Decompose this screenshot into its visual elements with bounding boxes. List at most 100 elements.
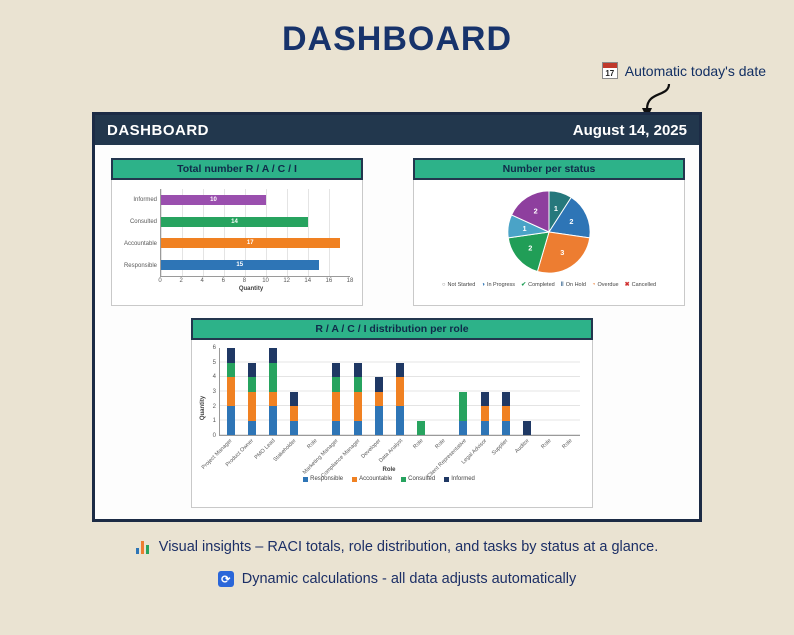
bar-category-label: Responsible <box>123 263 157 269</box>
stack-segment <box>395 377 404 406</box>
stack-column <box>495 348 516 435</box>
bar-plot: 10 14 17 15 <box>160 189 350 277</box>
stack-segment <box>395 406 404 435</box>
bar: 14 <box>161 216 308 227</box>
role-label: Supplier <box>491 438 510 457</box>
bar-row: 10 <box>161 189 350 211</box>
pie-slice-value: 2 <box>528 244 532 253</box>
stack-segment <box>395 362 404 377</box>
bar-value-label: 17 <box>246 240 254 247</box>
stack-segment <box>353 391 362 421</box>
x-tick-label: 6 <box>221 278 225 284</box>
stacked-bar <box>332 348 341 435</box>
role-label: Role <box>561 438 574 451</box>
bar-category-label: Consulted <box>129 219 157 225</box>
stack-segment <box>247 377 256 392</box>
bar-category-label: Accountable <box>123 241 157 247</box>
bar-row: 14 <box>161 211 350 233</box>
status-glyph-icon: ✔ <box>521 282 527 288</box>
x-tick-label: 10 <box>262 278 269 284</box>
bar: 17 <box>161 238 340 249</box>
stacked-bar <box>565 348 573 435</box>
status-glyph-icon: ◔ <box>591 282 596 288</box>
stack-segment <box>268 362 277 392</box>
panel-header: DASHBOARD August 14, 2025 <box>95 115 699 145</box>
y-tick-label: 0 <box>212 433 216 439</box>
role-label-cell: Role <box>410 437 431 467</box>
stack-segment <box>480 391 489 406</box>
footer-note-1: Visual insights – RACI totals, role dist… <box>0 539 794 555</box>
stacked-bar <box>374 348 383 435</box>
legend-swatch <box>444 476 450 482</box>
stacked-bar <box>438 348 446 435</box>
panel-body: Total number R / A / C / I Informed Consu… <box>95 145 699 519</box>
stack-column <box>284 348 305 435</box>
stack-legend: Responsible Accountable Consulted Informed <box>198 476 580 485</box>
pie-slice <box>507 231 550 273</box>
legend-swatch <box>352 476 358 482</box>
stack-column <box>220 348 241 435</box>
stack-segment <box>226 348 235 363</box>
stack-column <box>538 348 559 435</box>
bar-xticks: 0 2 4 6 8 10 12 14 16 18 <box>158 277 353 285</box>
stacked-bar <box>501 348 510 435</box>
stacked-bar <box>480 348 489 435</box>
stack-column <box>411 348 432 435</box>
stack-segment <box>290 406 299 421</box>
role-label-cell: Role <box>538 437 559 467</box>
pie-legend: ○ Not Started ◑ In Progress ✔ Completed ‖ On Ho… <box>442 282 656 288</box>
stack-plot <box>219 348 580 436</box>
bar-row: 17 <box>161 233 350 255</box>
y-tick-label: 3 <box>212 389 216 395</box>
stack-segment <box>522 420 531 435</box>
x-tick-label: 4 <box>200 278 204 284</box>
stack-labels: Project Manager Product Owner PMO Lead Stak… <box>201 437 580 479</box>
pie-legend-label: On Hold <box>565 282 586 288</box>
stacked-bar <box>226 348 235 435</box>
stack-segment <box>501 391 510 406</box>
bar-value-label: 15 <box>236 262 244 269</box>
y-tick-label: 2 <box>212 403 216 410</box>
stack-column <box>432 348 453 435</box>
pie-legend-item: ✖ Cancelled <box>625 282 657 288</box>
legend-label: Consulted <box>408 476 436 482</box>
stack-ylabel: Quantity <box>198 348 208 467</box>
date-note: 17 Automatic today's date <box>601 62 766 79</box>
status-glyph-icon: ◑ <box>481 282 485 288</box>
calendar-icon-day: 17 <box>605 68 615 78</box>
page-title: DASHBOARD <box>282 20 512 58</box>
bar-value-label: 10 <box>210 196 217 203</box>
role-label: Role <box>433 438 447 451</box>
status-glyph-icon: ‖ <box>560 282 564 288</box>
stack-segment <box>353 362 362 377</box>
pie-legend-item: ○ Not Started <box>442 282 475 288</box>
pie-legend-label: Overdue <box>597 282 619 288</box>
bar: 10 <box>161 194 266 205</box>
role-stacked-chart: Quantity 0 1 2 3 4 5 6 Project Manager Product … <box>191 340 593 508</box>
stacked-bar <box>290 348 299 435</box>
stack-segment <box>459 391 468 421</box>
bar-cats: Informed Consulted Accountable Responsible <box>116 189 160 277</box>
stacked-bar <box>522 348 531 435</box>
pie-slice <box>536 231 591 274</box>
x-tick-label: 2 <box>179 278 183 284</box>
stack-segment <box>247 391 256 421</box>
stacked-bar <box>459 348 468 435</box>
y-tick-label: 4 <box>212 374 216 381</box>
y-tick-label: 1 <box>212 418 216 425</box>
role-distribution-card-title: R / A / C / I distribution per role <box>191 318 593 340</box>
status-glyph-icon: ○ <box>441 282 446 288</box>
stack-segment <box>374 391 383 406</box>
legend-item: Informed <box>444 476 475 482</box>
y-tick-label: 6 <box>212 345 216 351</box>
legend-label: Accountable <box>359 476 393 482</box>
refresh-icon: ⟳ <box>217 571 234 587</box>
footer-note-2: ⟳ Dynamic calculations - all data adjust… <box>0 571 794 587</box>
footer-note-1-text: Visual insights – RACI totals, role dist… <box>158 539 659 555</box>
stacked-bar <box>544 348 552 435</box>
role-label-cell: Data Analyst <box>378 437 410 467</box>
role-label: Role <box>306 438 319 451</box>
stack-chart-area: Quantity 0 1 2 3 4 5 6 Project Manager Product … <box>198 345 580 479</box>
pie-slice <box>548 196 591 239</box>
